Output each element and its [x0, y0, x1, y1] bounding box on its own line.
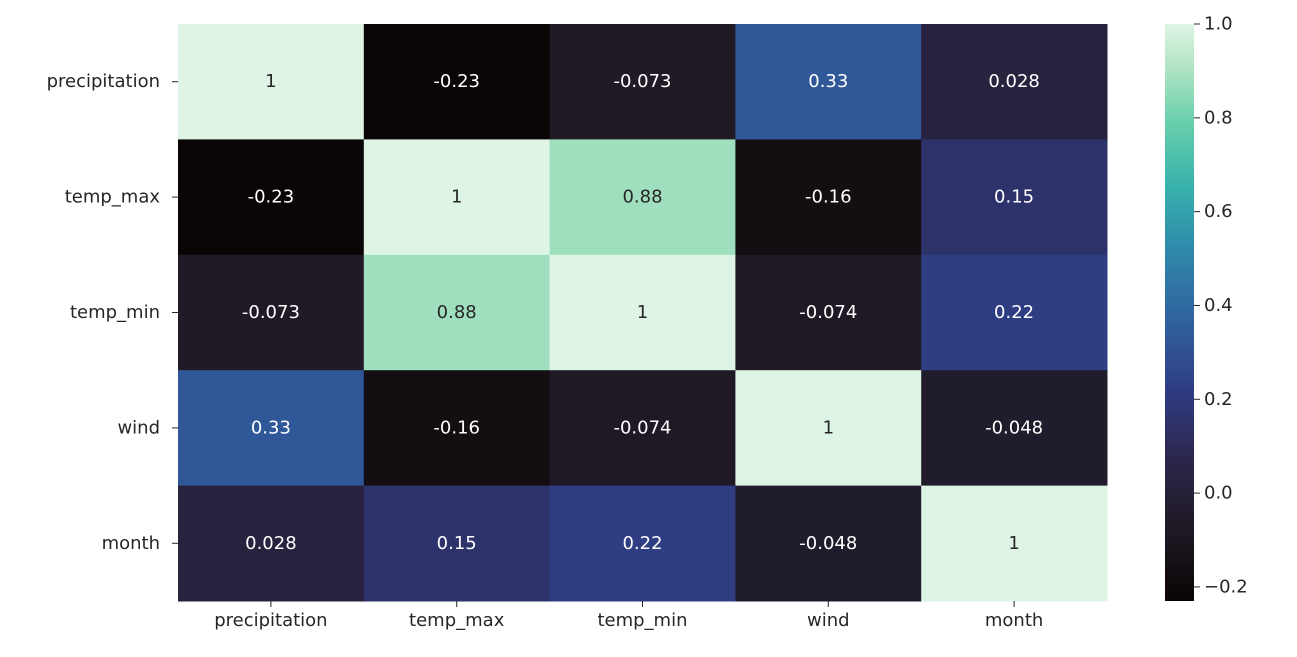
heatmap-cell [549, 24, 736, 140]
x-tick-label: wind [807, 610, 850, 631]
cell-value-label: -0.048 [985, 417, 1043, 438]
colorbar-tick-label: 1.0 [1204, 14, 1233, 35]
cell-value-label: 1 [265, 71, 276, 92]
heatmap-cell [178, 24, 365, 140]
cell-value-label: 0.33 [808, 71, 848, 92]
heatmap-cell [735, 485, 922, 602]
x-tick-label: temp_max [409, 610, 505, 631]
cell-value-label: 1 [451, 187, 462, 208]
cell-value-label: -0.073 [242, 302, 300, 323]
heatmap-cell [735, 139, 922, 256]
cell-value-label: 0.88 [622, 187, 662, 208]
heatmap-cell [178, 254, 365, 371]
cell-value-label: 0.028 [988, 71, 1040, 92]
cell-value-label: -0.074 [799, 302, 857, 323]
x-tick-label: temp_min [597, 610, 687, 631]
colorbar [1165, 24, 1194, 601]
cell-value-label: -0.074 [613, 417, 671, 438]
cell-value-label: 0.15 [437, 533, 477, 554]
colorbar-tick-label: 0.2 [1204, 389, 1233, 410]
y-tick-label: month [102, 533, 160, 554]
colorbar-tick-label: 0.8 [1204, 107, 1233, 128]
heatmap-cell [549, 254, 736, 371]
heatmap-cell [921, 254, 1108, 371]
cell-value-label: -0.16 [433, 417, 480, 438]
heatmap-cell [178, 485, 365, 602]
colorbar-tick-label: 0.6 [1204, 201, 1233, 222]
cell-value-label: -0.23 [248, 187, 295, 208]
heatmap-cell [549, 485, 736, 602]
heatmap-cell [178, 370, 365, 487]
y-tick-label: temp_min [70, 302, 160, 323]
cell-value-label: 1 [637, 302, 648, 323]
heatmap-cell [549, 139, 736, 256]
heatmap-cell [921, 24, 1108, 140]
cell-value-label: 1 [1008, 533, 1019, 554]
colorbar-tick-label: 0.0 [1204, 483, 1233, 504]
colorbar-ticks: −0.2 0.0 0.2 0.4 0.6 0.8 1.0 [1194, 14, 1248, 597]
cell-value-label: -0.23 [433, 71, 480, 92]
x-tick-label: month [985, 610, 1043, 631]
cell-value-label: 0.88 [437, 302, 477, 323]
cell-value-label: 0.33 [251, 417, 291, 438]
cell-value-labels: 1 -0.23 -0.073 0.33 0.028 -0.23 1 0.88 -0.16 0.15… [242, 71, 1043, 554]
heatmap-cell [735, 254, 922, 371]
cell-value-label: -0.16 [805, 187, 852, 208]
cell-value-label: 1 [823, 417, 834, 438]
heatmap-cell [178, 139, 365, 256]
cell-value-label: -0.048 [799, 533, 857, 554]
heatmap-cell [363, 24, 551, 140]
heatmap-cell [921, 485, 1108, 602]
heatmap-cell [549, 370, 736, 487]
y-tick-label: temp_max [65, 187, 161, 208]
cell-value-label: -0.073 [613, 71, 671, 92]
y-tick-label: wind [117, 417, 160, 438]
cell-value-label: 0.22 [994, 302, 1034, 323]
colorbar-gradient [1165, 24, 1194, 601]
cell-value-label: 0.22 [622, 533, 662, 554]
heatmap-cell [921, 139, 1108, 256]
x-tick-label: precipitation [214, 610, 327, 631]
heatmap-cells [178, 24, 1108, 602]
heatmap-cell [363, 139, 551, 256]
x-axis: precipitation temp_max temp_min wind month [214, 601, 1043, 631]
colorbar-tick-label: −0.2 [1204, 576, 1248, 597]
y-tick-label: precipitation [47, 71, 160, 92]
cell-value-label: 0.028 [245, 533, 297, 554]
heatmap-cell [363, 254, 551, 371]
heatmap-cell [735, 24, 922, 140]
heatmap-cell [921, 370, 1108, 487]
heatmap-cell [363, 370, 551, 487]
heatmap-cell [735, 370, 922, 487]
heatmap-cell [363, 485, 551, 602]
colorbar-tick-label: 0.4 [1204, 295, 1233, 316]
cell-value-label: 0.15 [994, 187, 1034, 208]
